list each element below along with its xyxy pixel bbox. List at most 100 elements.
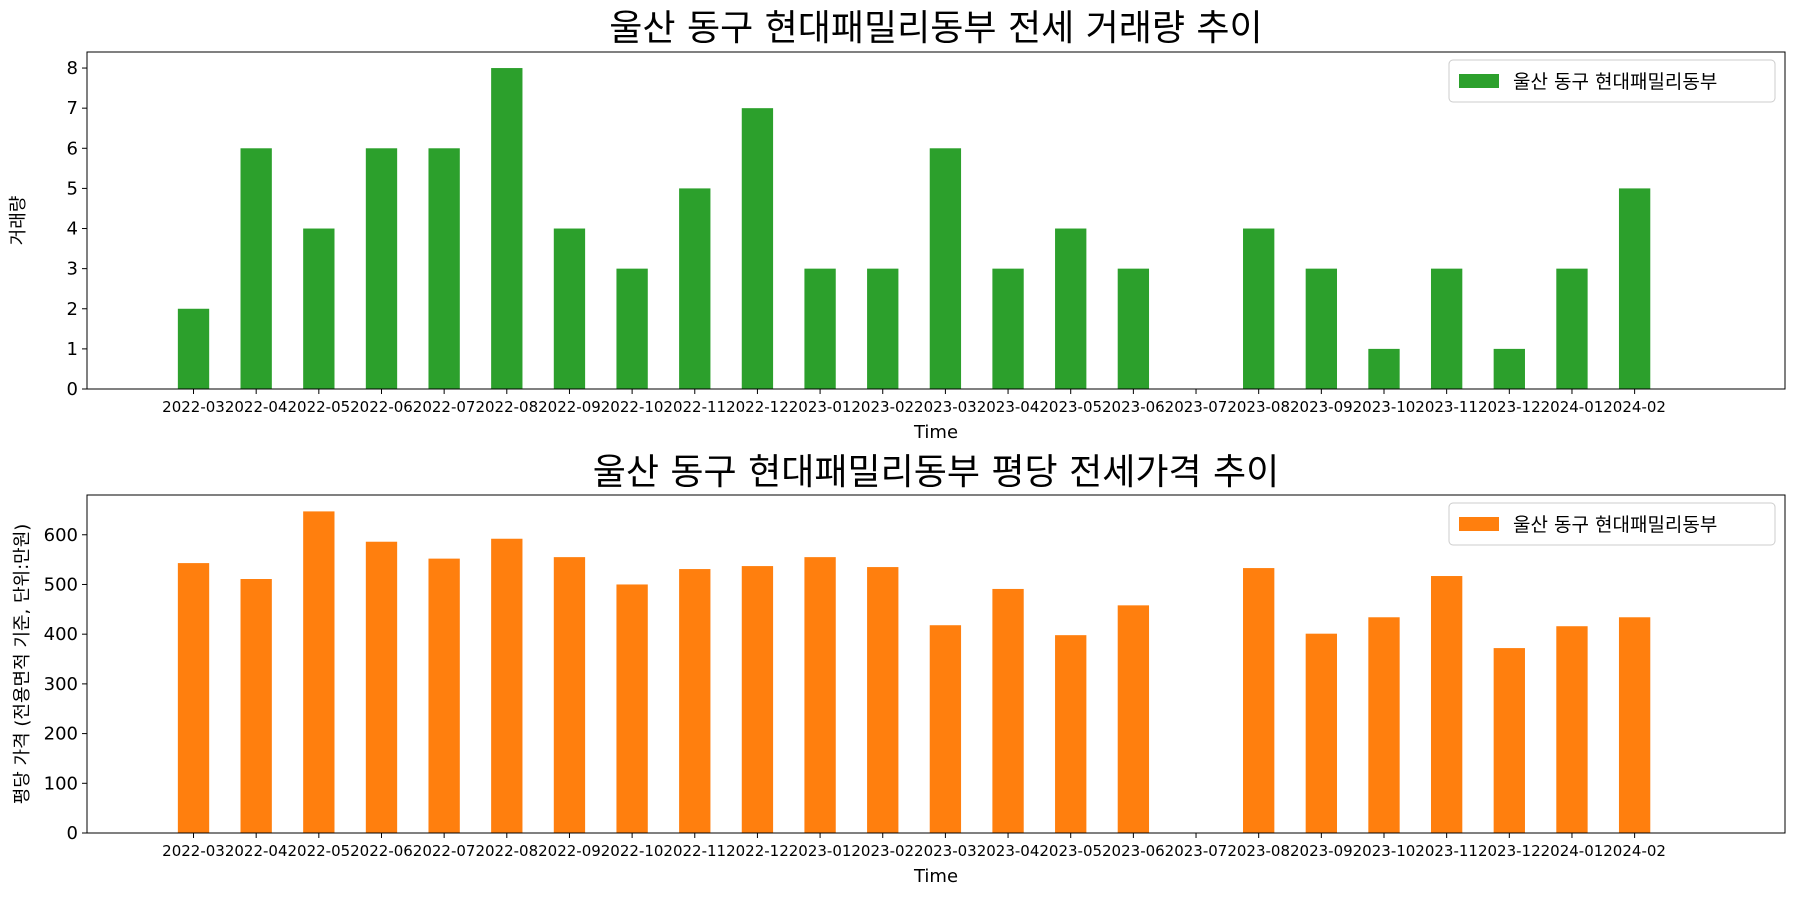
bar-2023-02: [867, 268, 899, 389]
bar-2023-04: [992, 588, 1024, 833]
x-tick-label: 2023-10: [1353, 398, 1416, 416]
x-tick-label: 2022-03: [162, 842, 225, 860]
bar-2023-10: [1368, 348, 1400, 389]
legend-label: 울산 동구 현대패밀리동부: [1513, 514, 1717, 536]
bar-2023-05: [1055, 228, 1087, 389]
y-tick-label: 300: [44, 674, 78, 695]
x-tick-label: 2023-08: [1227, 398, 1290, 416]
x-tick-label: 2024-02: [1603, 842, 1666, 860]
y-tick-label: 100: [44, 773, 78, 794]
x-tick-label: 2023-03: [914, 842, 977, 860]
y-tick-label: 8: [67, 58, 78, 79]
bar-2022-12: [741, 108, 774, 390]
plot-frame: [86, 51, 1786, 390]
bar-2022-06: [365, 541, 398, 833]
y-axis-label: 평당 가격 (전용면적 기준, 단위:만원): [12, 524, 33, 805]
x-tick-label: 2023-07: [1165, 842, 1228, 860]
x-tick-label: 2023-05: [1039, 842, 1102, 860]
bar-2022-07: [428, 558, 460, 833]
x-tick-label: 2022-12: [726, 398, 789, 416]
y-tick-label: 500: [44, 574, 78, 595]
bar-2023-11: [1430, 268, 1463, 389]
bar-2022-10: [616, 584, 648, 833]
x-tick-label: 2023-09: [1290, 842, 1353, 860]
subplot-2: 울산 동구 현대패밀리동부 평당 전세가격 추이 0 100 200 300 400 500…: [12, 452, 1786, 887]
bar-2024-01: [1556, 268, 1588, 389]
y-tick-label: 0: [67, 379, 78, 400]
bar-2022-08: [491, 68, 523, 390]
bar-2022-07: [428, 148, 460, 389]
bar-2022-11: [679, 188, 711, 389]
x-tick-label: 2022-04: [225, 398, 288, 416]
bar-2022-04: [240, 579, 272, 833]
x-tick-label: 2024-01: [1541, 398, 1604, 416]
y-tick-label: 5: [67, 178, 78, 199]
bar-2023-04: [992, 268, 1024, 389]
bar-2023-08: [1243, 568, 1275, 833]
bar-2023-12: [1493, 348, 1525, 389]
x-tick-label: 2022-12: [726, 842, 789, 860]
x-tick-label: 2022-10: [601, 398, 664, 416]
bar-2023-01: [804, 557, 836, 833]
x-tick-label: 2023-11: [1415, 842, 1478, 860]
x-tick-label: 2023-01: [789, 398, 852, 416]
y-tick-label: 0: [67, 823, 78, 844]
bar-2023-09: [1305, 633, 1338, 833]
bar-2023-03: [929, 625, 962, 833]
x-tick-label: 2023-12: [1478, 398, 1541, 416]
x-tick-label: 2023-02: [851, 842, 914, 860]
x-tick-label: 2022-05: [287, 842, 350, 860]
bar-2024-02: [1618, 617, 1651, 833]
bar-2022-06: [365, 148, 398, 389]
x-tick-label: 2023-04: [977, 842, 1040, 860]
bar-2022-05: [303, 511, 335, 833]
x-tick-label: 2022-08: [475, 842, 538, 860]
chart-title: 울산 동구 현대패밀리동부 전세 거래량 추이: [609, 8, 1262, 49]
legend-swatch: [1459, 74, 1499, 88]
x-tick-label: 2024-01: [1541, 842, 1604, 860]
bar-2022-09: [553, 557, 586, 833]
bar-2023-12: [1493, 648, 1525, 833]
bar-2023-03: [929, 148, 962, 389]
y-tick-label: 600: [44, 525, 78, 546]
x-tick-label: 2023-01: [789, 842, 852, 860]
bar-2022-11: [679, 569, 711, 833]
y-tick-label: 2: [67, 299, 78, 320]
bar-2024-02: [1618, 188, 1651, 389]
x-tick-label: 2024-02: [1603, 398, 1666, 416]
legend: 울산 동구 현대패밀리동부: [1448, 502, 1776, 546]
legend-box: [1448, 502, 1776, 546]
y-tick-label: 3: [67, 259, 78, 280]
x-tick-label: 2022-11: [663, 842, 726, 860]
bar-2022-09: [553, 228, 586, 389]
bar-2023-06: [1117, 268, 1150, 389]
x-tick-label: 2023-02: [851, 398, 914, 416]
x-tick-label: 2022-04: [225, 842, 288, 860]
x-tick-label: 2022-06: [350, 398, 413, 416]
x-tick-label: 2023-05: [1039, 398, 1102, 416]
y-tick-label: 400: [44, 624, 78, 645]
x-axis-label: Time: [913, 422, 958, 443]
legend-swatch: [1459, 517, 1499, 531]
bar-2022-03: [177, 308, 210, 389]
x-tick-label: 2023-08: [1227, 842, 1290, 860]
x-tick-label: 2022-09: [538, 398, 601, 416]
x-tick-label: 2022-07: [413, 842, 476, 860]
x-tick-label: 2023-11: [1415, 398, 1478, 416]
x-tick-label: 2022-07: [413, 398, 476, 416]
x-tick-label: 2023-06: [1102, 842, 1165, 860]
bar-2022-03: [177, 563, 210, 833]
x-tick-label: 2022-10: [601, 842, 664, 860]
plot-frame: [86, 494, 1786, 834]
legend-box: [1448, 59, 1776, 103]
legend-label: 울산 동구 현대패밀리동부: [1513, 71, 1717, 93]
bar-2022-05: [303, 228, 335, 389]
x-tick-label: 2022-08: [475, 398, 538, 416]
bar-2023-11: [1430, 576, 1463, 833]
bar-2023-10: [1368, 617, 1400, 833]
bar-2022-04: [240, 148, 272, 389]
bar-2023-09: [1305, 268, 1338, 389]
